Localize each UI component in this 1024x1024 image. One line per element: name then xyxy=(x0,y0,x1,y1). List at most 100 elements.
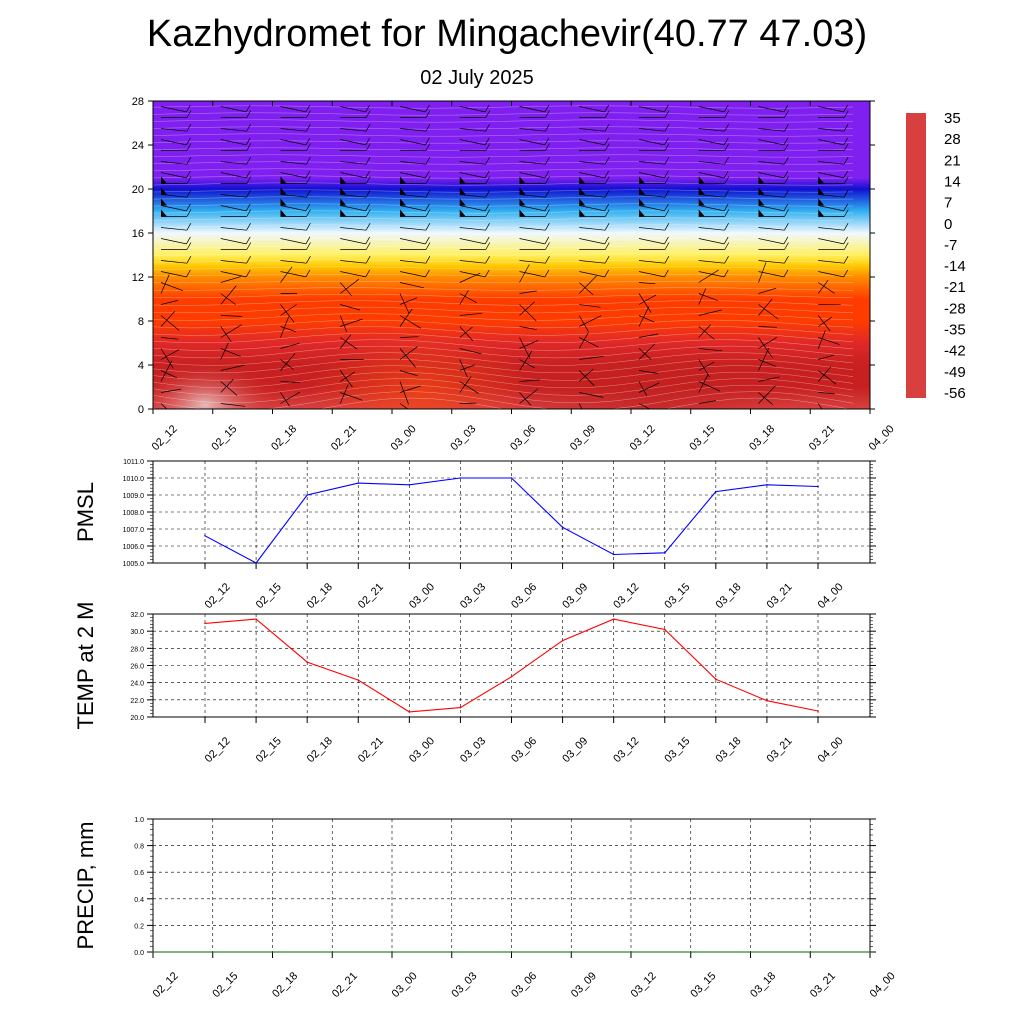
wind-barb xyxy=(399,128,426,132)
wind-barb xyxy=(638,128,665,132)
data-point xyxy=(715,490,717,493)
wind-barb-feather xyxy=(664,256,670,264)
wind-barb-feather xyxy=(245,170,251,179)
wind-barb xyxy=(220,293,236,305)
wind-barb-feather xyxy=(664,110,670,118)
wind-barb xyxy=(220,276,242,283)
wind-barb-feather xyxy=(724,124,729,132)
x-tick-label: 03_21 xyxy=(765,735,795,765)
x-tick-label: 03_21 xyxy=(765,581,795,611)
wind-barb-feather xyxy=(604,256,610,264)
wind-barb-pennant xyxy=(758,209,765,217)
isotherm xyxy=(153,326,854,336)
wind-barb xyxy=(698,260,725,264)
wind-barb-feather xyxy=(664,269,669,278)
wind-barb xyxy=(459,326,474,342)
wind-barb xyxy=(340,139,366,146)
wind-barb-feather xyxy=(425,104,430,113)
wind-barb-feather xyxy=(724,143,730,151)
wind-barb xyxy=(280,316,290,338)
wind-barb xyxy=(280,161,307,165)
wind-barb-pennant xyxy=(161,187,167,195)
data-point xyxy=(690,951,692,953)
isotherm xyxy=(153,266,854,270)
wind-barb-pennant xyxy=(280,198,287,206)
wind-barb xyxy=(340,278,360,294)
isotherm xyxy=(153,105,854,109)
wind-barb-pennant xyxy=(280,209,287,217)
wind-barb xyxy=(818,238,844,245)
wind-barb-pennant xyxy=(698,198,705,206)
data-point xyxy=(306,661,309,663)
wind-barb xyxy=(578,315,589,332)
wind-barb-feather xyxy=(545,176,550,184)
wind-barb-feather xyxy=(186,223,192,231)
wind-barb xyxy=(459,161,486,165)
wind-barb-pennant xyxy=(639,209,645,217)
wind-barb xyxy=(280,271,306,278)
colorbar-label: -14 xyxy=(944,258,966,275)
wind-barb-feather xyxy=(724,209,730,217)
wind-barb xyxy=(758,139,784,146)
wind-barb xyxy=(758,106,784,113)
wind-barb xyxy=(459,326,473,338)
colorbar-label: -28 xyxy=(944,300,966,317)
wind-barb xyxy=(459,227,486,231)
wind-barb xyxy=(519,271,545,278)
wind-barb xyxy=(160,282,184,292)
wind-barb-feather xyxy=(604,236,610,245)
wind-barb xyxy=(519,139,545,146)
wind-barb xyxy=(459,139,486,146)
wind-barb xyxy=(579,368,594,382)
x-tick-label: 02_18 xyxy=(305,581,335,611)
wind-barb xyxy=(698,359,710,378)
wind-barb xyxy=(519,326,537,331)
wind-barb xyxy=(399,139,426,146)
wind-barb-pennant xyxy=(818,176,825,184)
wind-barb xyxy=(638,306,650,327)
wind-barb xyxy=(340,194,367,198)
wind-barb-pennant xyxy=(758,187,765,195)
data-point xyxy=(255,618,257,620)
colorbar-label: 28 xyxy=(944,131,961,148)
isotherm xyxy=(153,175,854,179)
wind-barb xyxy=(459,290,469,305)
wind-barb-feather xyxy=(784,143,789,151)
x-tick-label: 03_18 xyxy=(748,970,778,1000)
data-point xyxy=(766,699,768,702)
y-axis-label: TEMP at 2 M xyxy=(73,602,98,730)
wind-barb xyxy=(519,392,532,406)
y-tick-label: 30.0 xyxy=(130,629,144,636)
wind-barb-feather xyxy=(484,236,490,245)
wind-barb xyxy=(818,172,844,179)
wind-barb xyxy=(638,293,652,313)
x-tick-label: 02_15 xyxy=(254,581,284,611)
wind-barb xyxy=(698,172,725,179)
wind-barb xyxy=(160,349,180,360)
wind-barb-feather xyxy=(544,203,550,212)
wind-barb xyxy=(698,348,723,352)
wind-barb-feather xyxy=(365,203,371,212)
wind-barb xyxy=(220,227,247,231)
x-tick-label: 02_12 xyxy=(150,423,180,453)
wind-barb xyxy=(519,339,539,349)
wind-barb-feather xyxy=(724,242,730,250)
x-tick-label: 03_00 xyxy=(389,423,419,453)
wind-barb-pennant xyxy=(639,198,645,206)
isotherm xyxy=(153,384,854,404)
data-point xyxy=(212,951,214,953)
wind-barb-feather xyxy=(485,143,491,151)
wind-barb xyxy=(220,381,238,396)
wind-barb xyxy=(399,205,426,212)
wind-barb-feather xyxy=(664,203,669,212)
wind-barb xyxy=(698,271,725,278)
x-tick-label: 02_18 xyxy=(269,423,299,453)
wind-barb-pennant xyxy=(340,209,347,217)
wind-barb xyxy=(519,304,537,322)
wind-barb xyxy=(340,128,367,132)
wind-barb-feather xyxy=(246,110,252,118)
wind-barb xyxy=(280,194,307,198)
wind-barb-feather xyxy=(425,137,430,146)
data-point xyxy=(630,951,632,953)
wind-barb-feather xyxy=(544,137,550,146)
